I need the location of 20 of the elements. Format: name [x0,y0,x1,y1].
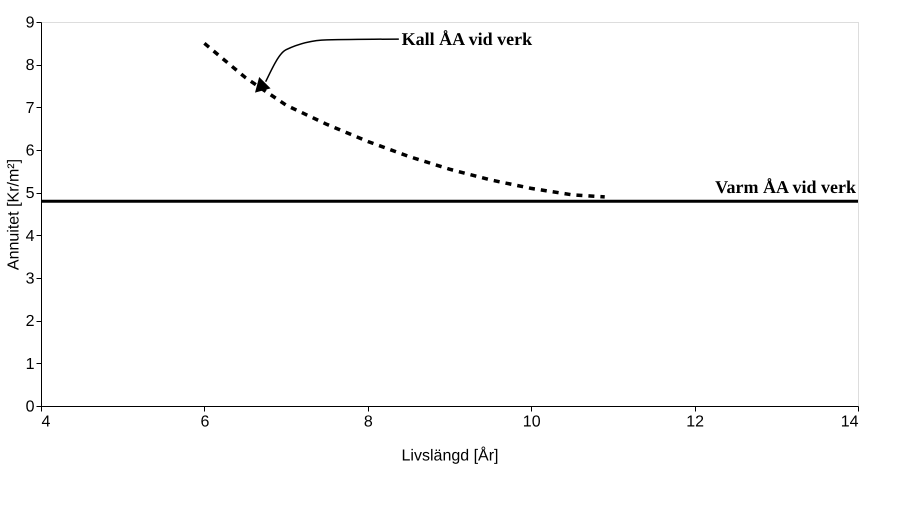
x-tick-label: 14 [840,414,859,430]
y-tick-label: 7 [26,100,35,117]
y-tick-label: 8 [26,57,35,74]
x-axis-title: Livslängd [År] [402,446,498,464]
x-tick-label: 10 [522,414,541,430]
x-tick-label: 12 [686,414,704,430]
y-tick-label: 0 [26,398,35,416]
y-tick-label: 2 [26,313,35,330]
x-tick-label: 8 [364,414,373,430]
y-axis-title: Annuitet [Kr/m²] [6,158,23,270]
annotation: Kall ÅA vid verk [402,29,532,49]
x-tick-label: 6 [200,414,210,430]
y-tick-label: 6 [26,142,35,160]
ref-line-label: Varm ÅA vid verk [715,177,856,198]
y-tick-label: 9 [26,14,35,32]
x-tick-label: 4 [42,414,50,430]
y-tick-label: 3 [26,270,35,288]
y-tick-label: 1 [26,356,35,373]
y-tick-label: 4 [26,228,35,245]
y-tick-label: 5 [26,185,35,202]
